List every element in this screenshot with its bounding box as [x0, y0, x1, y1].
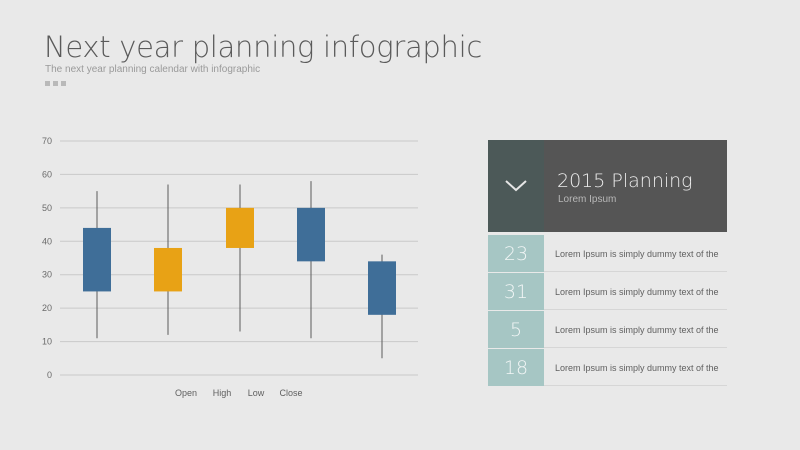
y-tick-label: 60 [42, 169, 52, 179]
dot [45, 81, 50, 86]
list-item: 31 Lorem Ipsum is simply dummy text of t… [488, 273, 727, 310]
candle-body [297, 207, 325, 262]
row-divider [544, 385, 727, 386]
row-number: 31 [488, 273, 544, 310]
panel-rows: 23 Lorem Ipsum is simply dummy text of t… [488, 235, 727, 387]
y-tick-label: 0 [47, 370, 52, 380]
x-tick-label: Close [279, 388, 302, 398]
page-subtitle: The next year planning calendar with inf… [45, 64, 261, 75]
candle-body [83, 227, 111, 292]
panel-title: 2015 Planning [557, 170, 693, 192]
row-text: Lorem Ipsum is simply dummy text of the [555, 248, 719, 259]
page-title: Next year planning infographic [44, 30, 483, 64]
row-divider [544, 309, 727, 310]
check-box[interactable] [488, 140, 544, 232]
x-tick-label: High [213, 388, 232, 398]
panel-subtitle: Lorem Ipsum [558, 194, 617, 205]
row-divider [544, 271, 727, 272]
row-text: Lorem Ipsum is simply dummy text of the [555, 362, 719, 373]
y-tick-label: 70 [42, 136, 52, 146]
row-divider [544, 347, 727, 348]
planning-panel-header: 2015 Planning Lorem Ipsum [488, 140, 727, 232]
row-text: Lorem Ipsum is simply dummy text of the [555, 286, 719, 297]
list-item: 23 Lorem Ipsum is simply dummy text of t… [488, 235, 727, 272]
list-item: 18 Lorem Ipsum is simply dummy text of t… [488, 349, 727, 386]
y-tick-label: 10 [42, 337, 52, 347]
planning-panel: 2015 Planning Lorem Ipsum 23 Lorem Ipsum… [488, 140, 727, 386]
candle-body [368, 261, 396, 315]
dot [61, 81, 66, 86]
candle-body [154, 247, 182, 292]
row-number: 23 [488, 235, 544, 272]
y-tick-label: 50 [42, 203, 52, 213]
row-number: 5 [488, 311, 544, 348]
x-tick-label: Low [248, 388, 265, 398]
list-item: 5 Lorem Ipsum is simply dummy text of th… [488, 311, 727, 348]
candle-body [226, 207, 254, 248]
dot [53, 81, 58, 86]
y-tick-label: 20 [42, 303, 52, 313]
row-number: 18 [488, 349, 544, 386]
y-tick-label: 30 [42, 270, 52, 280]
check-icon [505, 180, 527, 192]
decorative-dots [45, 81, 66, 86]
y-tick-label: 40 [42, 236, 52, 246]
x-tick-label: Open [175, 388, 197, 398]
row-text: Lorem Ipsum is simply dummy text of the [555, 324, 719, 335]
